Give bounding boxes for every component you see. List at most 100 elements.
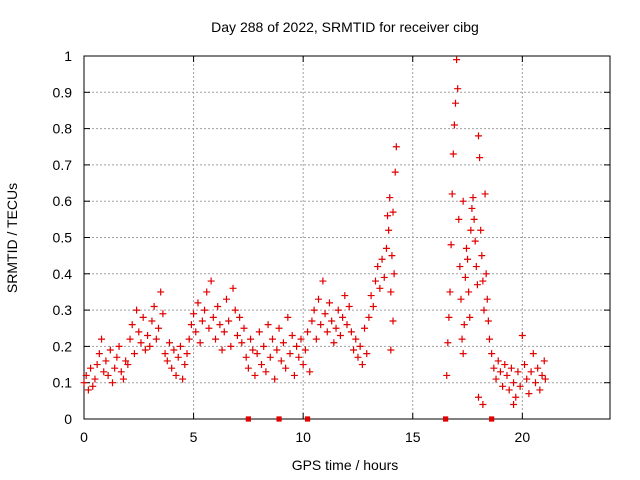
data-point (288, 332, 296, 340)
data-point (139, 313, 147, 321)
data-point (161, 350, 169, 358)
data-point (181, 361, 189, 369)
data-point (297, 335, 305, 343)
data-point (152, 335, 160, 343)
data-point (168, 364, 176, 372)
data-point (209, 313, 217, 321)
data-point (198, 317, 206, 325)
data-point (266, 353, 274, 361)
data-point (308, 317, 316, 325)
data-point (119, 375, 127, 383)
data-point (464, 255, 472, 263)
y-tick-label: 0.4 (53, 266, 73, 282)
data-point (521, 361, 529, 369)
data-point (356, 342, 364, 350)
data-point (113, 353, 121, 361)
data-gap-marker (276, 416, 282, 422)
data-point (205, 324, 213, 332)
data-point (91, 375, 99, 383)
data-point (106, 346, 114, 354)
data-point (225, 317, 233, 325)
data-point (476, 154, 484, 162)
data-point (93, 361, 101, 369)
data-point (482, 270, 490, 278)
data-point (115, 342, 123, 350)
data-point (471, 237, 479, 245)
data-point (490, 364, 498, 372)
data-point (268, 335, 276, 343)
data-point (80, 379, 88, 387)
data-point (330, 339, 338, 347)
data-point (304, 328, 312, 336)
data-point (447, 241, 455, 249)
data-point (451, 99, 459, 107)
data-point (538, 371, 546, 379)
x-tick-label: 0 (80, 429, 88, 445)
data-point (501, 361, 509, 369)
data-point (472, 263, 480, 271)
data-point (144, 332, 152, 340)
chart-title: Day 288 of 2022, SRMTID for receiver cib… (211, 19, 479, 35)
y-tick-label: 0.5 (53, 230, 73, 246)
data-point (465, 288, 473, 296)
data-point (492, 375, 500, 383)
data-point (531, 379, 539, 387)
data-point (388, 252, 396, 260)
data-point (220, 328, 228, 336)
data-point (478, 252, 486, 260)
data-gap-marker (443, 416, 449, 422)
data-point (358, 361, 366, 369)
data-point (378, 255, 386, 263)
grid (84, 56, 610, 419)
data-point (382, 244, 390, 252)
y-tick-label: 0.1 (53, 375, 73, 391)
data-point (238, 339, 246, 347)
data-point (236, 313, 244, 321)
data-point (516, 382, 524, 390)
data-point (444, 339, 452, 347)
data-point (473, 281, 481, 289)
data-point (317, 321, 325, 329)
data-point (301, 346, 309, 354)
data-point (386, 194, 394, 202)
data-points (80, 56, 549, 422)
axis-ticks (83, 55, 610, 420)
data-point (183, 350, 191, 358)
data-point (369, 302, 377, 310)
data-point (484, 317, 492, 325)
data-point (104, 371, 112, 379)
data-point (84, 386, 92, 394)
data-point (481, 190, 489, 198)
data-point (453, 56, 461, 64)
data-point (459, 350, 467, 358)
data-point (541, 375, 549, 383)
data-point (295, 353, 303, 361)
data-point (196, 339, 204, 347)
data-point (277, 357, 285, 365)
data-point (347, 328, 355, 336)
data-point (108, 379, 116, 387)
data-point (468, 204, 476, 212)
data-point (251, 371, 259, 379)
data-point (227, 342, 235, 350)
data-point (483, 295, 491, 303)
data-point (389, 208, 397, 216)
data-point (494, 357, 502, 365)
data-point (231, 306, 239, 314)
y-tick-label: 0.2 (53, 338, 73, 354)
data-point (207, 277, 215, 285)
data-point (137, 339, 145, 347)
data-point (279, 339, 287, 347)
data-point (384, 212, 392, 220)
data-point (469, 194, 477, 202)
data-point (540, 357, 548, 365)
data-point (466, 313, 474, 321)
data-point (458, 335, 466, 343)
x-axis-label: GPS time / hours (292, 457, 399, 473)
data-point (98, 335, 106, 343)
data-point (512, 393, 520, 401)
data-point (286, 350, 294, 358)
data-point (222, 295, 230, 303)
data-point (339, 313, 347, 321)
data-point (290, 371, 298, 379)
